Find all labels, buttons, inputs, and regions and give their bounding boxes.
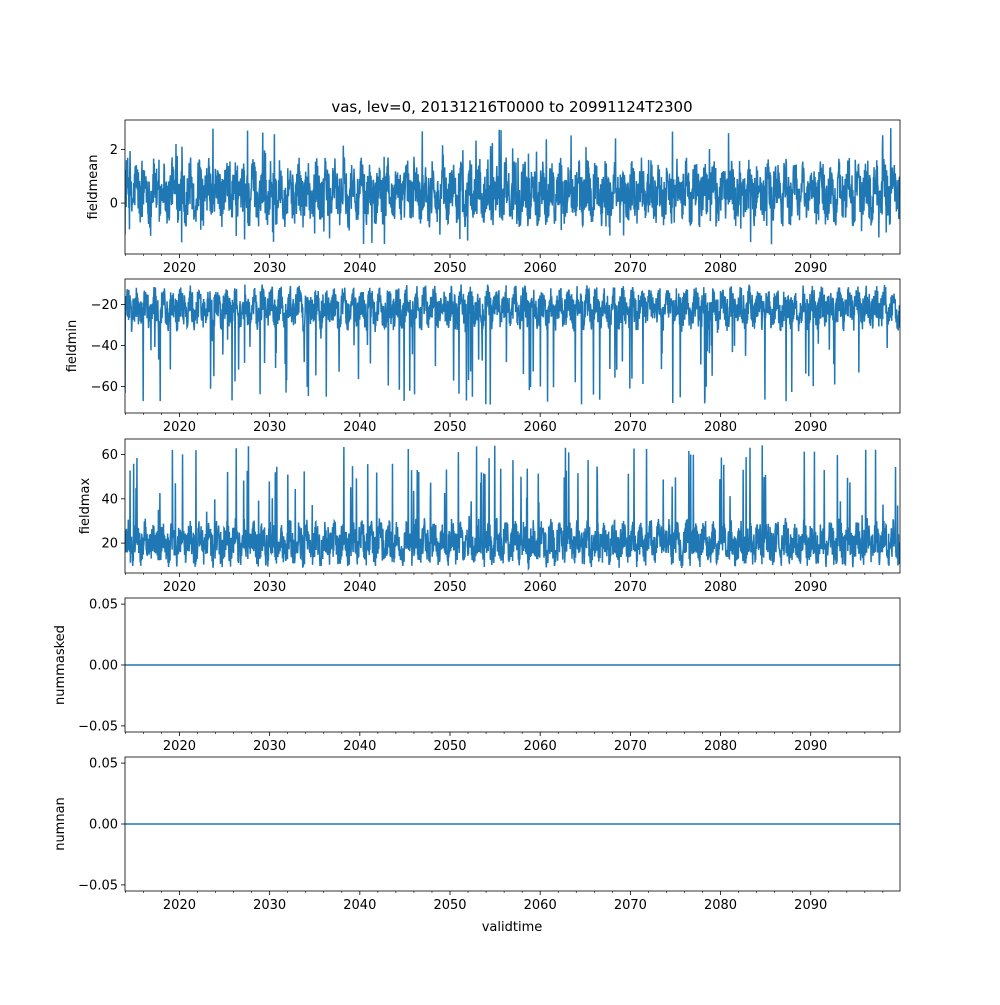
- x-tick-label: 2070: [614, 261, 647, 276]
- y-axis-label: nummasked: [53, 625, 68, 705]
- subplot-fieldmin: 2020 2030 2040 2050 2060 2070 2080 2090 −60 −40 −2…: [65, 278, 901, 435]
- x-tick-label: 2040: [343, 898, 376, 913]
- x-tick-label: 2020: [163, 261, 196, 276]
- series-line-fieldmin: [125, 284, 900, 405]
- series-line-fieldmax: [125, 445, 900, 572]
- y-axis-label: numnan: [53, 797, 68, 851]
- y-tick-label: 40: [101, 492, 118, 507]
- x-tick-label: 2040: [343, 739, 376, 754]
- x-tick-label: 2090: [794, 261, 827, 276]
- x-tick-label: 2080: [704, 420, 737, 435]
- x-tick-label: 2040: [343, 420, 376, 435]
- axes-frame: [124, 438, 901, 574]
- subplot-stack: 2020 2030 2040 2050 2060 2070 2080 209002fieldm…: [53, 119, 901, 913]
- x-tick-label: 2090: [794, 739, 827, 754]
- y-tick-label: 0.05: [89, 598, 118, 613]
- y-tick-label: −20: [91, 298, 118, 313]
- x-tick-label: 2080: [704, 898, 737, 913]
- x-tick-label: 2090: [794, 580, 827, 595]
- x-tick-label: 2050: [433, 739, 466, 754]
- x-axis-label: validtime: [482, 920, 543, 935]
- x-tick-label: 2020: [163, 420, 196, 435]
- y-axis-label: fieldmax: [78, 478, 93, 535]
- series-line-fieldmean: [125, 128, 900, 245]
- x-tick-label: 2090: [794, 420, 827, 435]
- subplot-fieldmean: 2020 2030 2040 2050 2060 2070 2080 2090 0 2 fieldm…: [86, 119, 901, 276]
- x-tick-label: 2060: [524, 580, 557, 595]
- x-tick-label: 2030: [253, 261, 286, 276]
- y-tick-label: 20: [101, 537, 118, 552]
- x-tick-label: 2050: [433, 420, 466, 435]
- series-group: [125, 128, 900, 245]
- x-tick-label: 2070: [614, 898, 647, 913]
- x-tick-label: 2030: [253, 739, 286, 754]
- x-tick-label: 2040: [343, 261, 376, 276]
- x-tick-label: 2060: [524, 898, 557, 913]
- x-tick-label: 2060: [524, 261, 557, 276]
- y-axis-label: fieldmin: [65, 320, 80, 373]
- x-tick-label: 2020: [163, 898, 196, 913]
- figure-title: vas, lev=0, 20131216T0000 to 20991124T23…: [331, 98, 692, 116]
- x-tick-label: 2020: [163, 580, 196, 595]
- x-tick-label: 2020: [163, 739, 196, 754]
- y-tick-label: −40: [91, 339, 118, 354]
- subplot-fieldmax: 2020 2030 2040 2050 2060 2070 2080 2090204060fi…: [78, 438, 901, 595]
- x-tick-label: 2070: [614, 420, 647, 435]
- y-tick-label: 60: [101, 448, 118, 463]
- x-tick-label: 2030: [253, 580, 286, 595]
- series-group: [125, 445, 900, 572]
- y-tick-label: −0.05: [78, 878, 118, 893]
- subplot-nummasked: 2020 2030 2040 2050 2060 2070 2080 2090 −0.05 0.0…: [53, 598, 901, 754]
- x-tick-label: 2040: [343, 580, 376, 595]
- x-tick-label: 2050: [433, 261, 466, 276]
- x-tick-label: 2070: [614, 739, 647, 754]
- subplot-numnan: 2020 2030 2040 2050 2060 2070 2080 2090 −0.05 0.0…: [53, 757, 901, 913]
- y-axis-label: fieldmean: [86, 155, 101, 220]
- x-tick-label: 2060: [524, 420, 557, 435]
- x-tick-label: 2060: [524, 739, 557, 754]
- y-tick-label: 0.00: [89, 818, 118, 833]
- y-tick-label: 0: [110, 197, 118, 212]
- x-tick-label: 2080: [704, 580, 737, 595]
- x-tick-label: 2080: [704, 261, 737, 276]
- y-tick-label: −60: [91, 380, 118, 395]
- y-tick-label: −0.05: [78, 719, 118, 734]
- axes-frame: [124, 119, 901, 255]
- series-group: [125, 284, 900, 405]
- x-tick-label: 2030: [253, 420, 286, 435]
- x-tick-label: 2050: [433, 580, 466, 595]
- y-tick-label: 2: [110, 143, 118, 158]
- x-tick-label: 2050: [433, 898, 466, 913]
- x-tick-label: 2030: [253, 898, 286, 913]
- x-tick-label: 2070: [614, 580, 647, 595]
- y-tick-label: 0.00: [89, 659, 118, 674]
- x-tick-label: 2080: [704, 739, 737, 754]
- axes-frame: [124, 278, 901, 414]
- x-tick-label: 2090: [794, 898, 827, 913]
- y-tick-label: 0.05: [89, 757, 118, 772]
